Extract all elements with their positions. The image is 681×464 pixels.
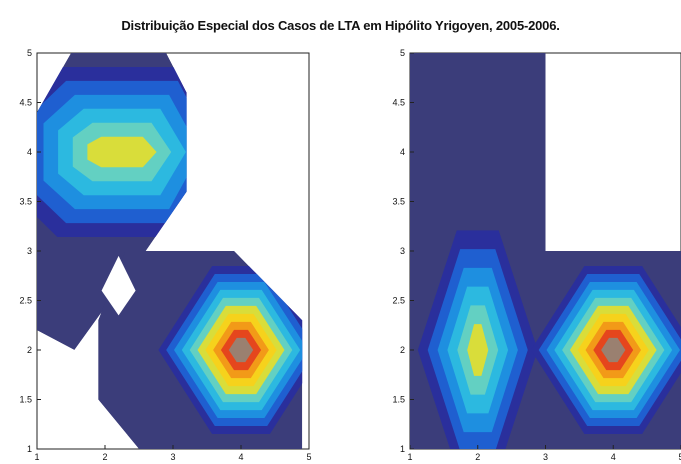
y-tick-label: 1.5	[19, 395, 32, 405]
x-tick-label: 1	[34, 452, 39, 462]
x-tick-label: 2	[102, 452, 107, 462]
x-tick-label: 2	[475, 452, 480, 462]
y-tick-label: 4.5	[392, 98, 405, 108]
x-tick-label: 4	[611, 452, 616, 462]
x-tick-label: 5	[678, 452, 681, 462]
x-tick-label: 3	[543, 452, 548, 462]
y-tick-label: 1	[27, 444, 32, 454]
y-tick-label: 3	[400, 246, 405, 256]
contour-band-0-6	[467, 324, 489, 376]
figure-title: Distribuição Especial dos Casos de LTA e…	[121, 18, 560, 33]
y-tick-label: 2	[27, 345, 32, 355]
y-tick-label: 2.5	[392, 296, 405, 306]
y-tick-label: 3.5	[19, 197, 32, 207]
y-tick-label: 2.5	[19, 296, 32, 306]
contour-band-1-10	[228, 337, 254, 363]
x-tick-label: 1	[407, 452, 412, 462]
contour-gap	[101, 255, 136, 316]
y-tick-label: 4	[400, 147, 405, 157]
y-tick-label: 4	[27, 147, 32, 157]
y-tick-label: 1.5	[392, 395, 405, 405]
y-tick-label: 3	[27, 246, 32, 256]
y-tick-label: 3.5	[392, 197, 405, 207]
contour-fill	[37, 53, 303, 449]
x-tick-label: 5	[306, 452, 311, 462]
contour-band-1-10	[601, 337, 626, 363]
contour-band-0-6	[87, 136, 157, 168]
y-tick-label: 4.5	[19, 98, 32, 108]
y-tick-label: 5	[27, 48, 32, 58]
x-tick-label: 3	[170, 452, 175, 462]
x-tick-label: 4	[238, 452, 243, 462]
y-tick-label: 2	[400, 345, 405, 355]
y-tick-label: 5	[400, 48, 405, 58]
contour-fill	[410, 53, 681, 449]
y-tick-label: 1	[400, 444, 405, 454]
